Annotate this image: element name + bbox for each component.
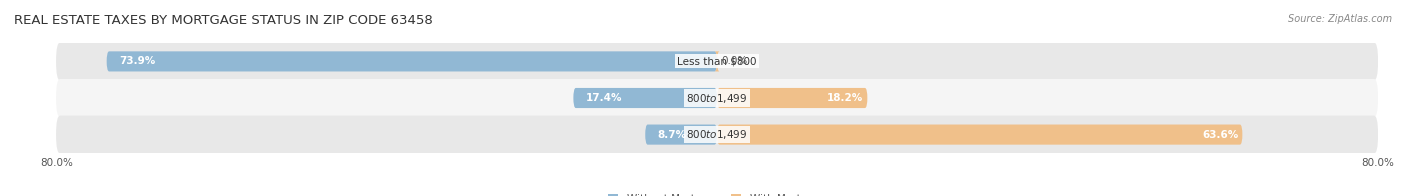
FancyBboxPatch shape <box>645 124 717 145</box>
Text: Less than $800: Less than $800 <box>678 56 756 66</box>
Text: Source: ZipAtlas.com: Source: ZipAtlas.com <box>1288 14 1392 24</box>
FancyBboxPatch shape <box>56 42 1378 80</box>
Text: 18.2%: 18.2% <box>827 93 863 103</box>
FancyBboxPatch shape <box>56 116 1378 154</box>
Text: 63.6%: 63.6% <box>1202 130 1239 140</box>
Text: 8.7%: 8.7% <box>658 130 686 140</box>
FancyBboxPatch shape <box>56 79 1378 117</box>
Text: 73.9%: 73.9% <box>120 56 155 66</box>
Text: 17.4%: 17.4% <box>586 93 623 103</box>
FancyBboxPatch shape <box>717 88 868 108</box>
FancyBboxPatch shape <box>107 51 717 72</box>
Text: $800 to $1,499: $800 to $1,499 <box>686 92 748 104</box>
Text: REAL ESTATE TAXES BY MORTGAGE STATUS IN ZIP CODE 63458: REAL ESTATE TAXES BY MORTGAGE STATUS IN … <box>14 14 433 27</box>
Legend: Without Mortgage, With Mortgage: Without Mortgage, With Mortgage <box>603 190 831 196</box>
FancyBboxPatch shape <box>717 124 1243 145</box>
Text: 0.0%: 0.0% <box>721 56 748 66</box>
Text: $800 to $1,499: $800 to $1,499 <box>686 128 748 141</box>
FancyBboxPatch shape <box>714 51 720 72</box>
FancyBboxPatch shape <box>574 88 717 108</box>
